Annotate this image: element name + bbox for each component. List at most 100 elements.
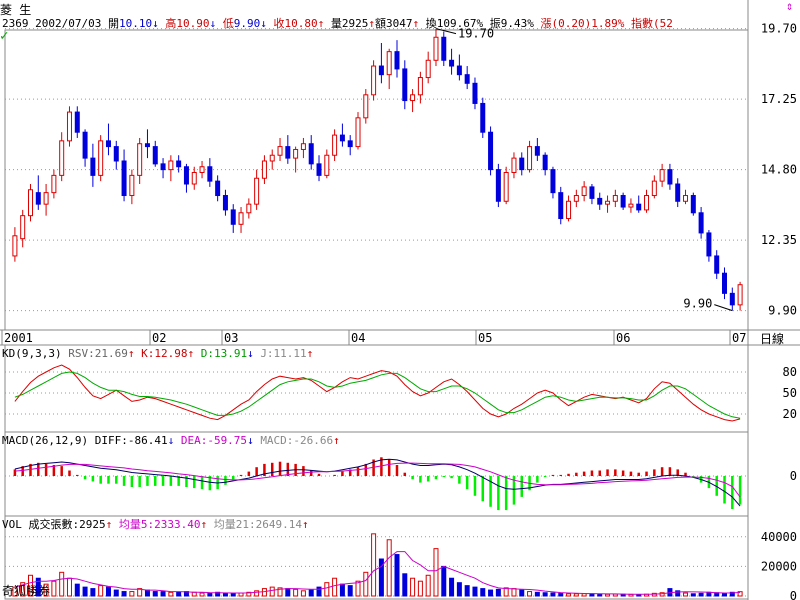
candle-body: [66, 111, 72, 142]
candle-body: [12, 235, 18, 257]
candle-body: [105, 140, 111, 148]
candle-body: [581, 186, 587, 197]
volume-bar: [363, 571, 369, 597]
candle-body: [417, 77, 423, 96]
candle-body: [121, 160, 127, 197]
candle-body: [308, 143, 314, 165]
candle-body: [137, 143, 143, 176]
period-label[interactable]: 日線: [760, 332, 785, 346]
volume-bar: [277, 587, 283, 597]
panel-frame-0: [4, 29, 749, 331]
volume-bar: [168, 591, 174, 597]
volume-bar: [59, 571, 65, 597]
candle-body: [706, 232, 712, 257]
high-annotation-line: [435, 28, 457, 35]
volume-bar: [90, 588, 96, 597]
candle-body: [675, 183, 681, 202]
kd-k: K:12.98: [141, 347, 188, 360]
scroll-arrow-icon[interactable]: ⇕: [786, 0, 794, 13]
volume-bar: [339, 583, 345, 597]
volume-bar: [137, 588, 143, 597]
volume-bar: [394, 554, 400, 597]
vol-ma5-line: [14, 551, 741, 595]
x-tick-label: 07: [732, 331, 746, 345]
volume-bar: [511, 588, 517, 597]
candle-body: [35, 192, 41, 205]
volume-bar: [386, 539, 392, 597]
d-line: [14, 371, 741, 419]
macd-label: MACD(26,12,9): [2, 434, 89, 447]
amplitude-label: 振: [489, 17, 501, 30]
x-tick-label: 04: [351, 331, 365, 345]
quote-date: 2002/07/03: [35, 17, 102, 30]
candle-body: [534, 146, 540, 156]
candle-body: [363, 94, 369, 119]
candle-body: [464, 74, 470, 84]
volume-bar: [316, 586, 322, 597]
volume-bar: [207, 592, 213, 597]
candle-body: [254, 177, 260, 205]
volume-label: 量: [330, 17, 342, 30]
price-tick-label: 12.35: [761, 233, 797, 247]
candle-body: [324, 154, 330, 176]
volume-bar: [636, 594, 642, 597]
candle-body: [488, 131, 494, 171]
candle-body: [191, 172, 197, 185]
volume-bar: [527, 591, 533, 597]
vol-ma21: 均量21:2649.14: [213, 518, 302, 531]
volume-bar: [425, 574, 431, 597]
volume-bar: [722, 592, 728, 597]
amplitude-value: 9.43%: [500, 17, 534, 30]
volume-bar: [378, 558, 384, 597]
volume-bar: [121, 591, 127, 597]
volume-bar: [51, 580, 57, 597]
candle-body: [698, 212, 704, 234]
quote-line: 2369 2002/07/03 開10.10↓ 高10.90↓ 低9.90↓ 收…: [2, 17, 673, 30]
volume-bar: [35, 577, 41, 597]
x-tick-label: 06: [616, 331, 630, 345]
volume-bar: [558, 592, 564, 597]
candle-body: [269, 154, 275, 162]
volume-bar: [176, 591, 182, 597]
candle-body: [558, 192, 564, 220]
volume-bar: [737, 591, 743, 597]
volume-bar: [269, 586, 275, 597]
stock-name-text: 菱 生: [0, 3, 32, 17]
volume-bar: [199, 592, 205, 597]
candle-body: [144, 143, 150, 148]
volume-bar: [464, 585, 470, 597]
volume-bar: [441, 565, 447, 597]
volume-bar: [503, 587, 509, 597]
candle-body: [566, 200, 572, 220]
change-value: (0.20): [551, 17, 592, 30]
candle-body: [636, 203, 642, 211]
volume-bar: [324, 582, 330, 597]
candle-body: [215, 180, 221, 197]
candle-body: [230, 209, 236, 225]
candle-body: [441, 36, 447, 61]
candle-body: [503, 172, 509, 202]
price-tick-label: 14.80: [761, 163, 797, 177]
volume-bar: [300, 590, 306, 597]
candle-body: [433, 36, 439, 61]
index-label: 指數: [630, 17, 653, 30]
amount-value: 3047: [385, 17, 413, 30]
volume-bar: [43, 583, 49, 597]
volume-bar: [355, 580, 361, 597]
volume-bar: [410, 577, 416, 597]
volume-bar: [519, 589, 525, 597]
vol-tick-label: 0: [790, 589, 797, 600]
candle-body: [277, 146, 283, 156]
high-annotation-label: 19.70: [458, 27, 494, 41]
candle-body: [316, 163, 322, 176]
open-label: 開: [107, 17, 119, 30]
candle-body: [378, 65, 384, 76]
volume-bar: [285, 588, 291, 597]
volume-bar: [573, 593, 579, 597]
volume-bar: [105, 586, 111, 597]
high-value: 10.90: [176, 17, 210, 30]
macd-dea: DEA:-59.75: [180, 434, 248, 447]
candle-body: [628, 203, 634, 208]
candle-body: [605, 200, 611, 205]
candle-body: [74, 111, 80, 133]
